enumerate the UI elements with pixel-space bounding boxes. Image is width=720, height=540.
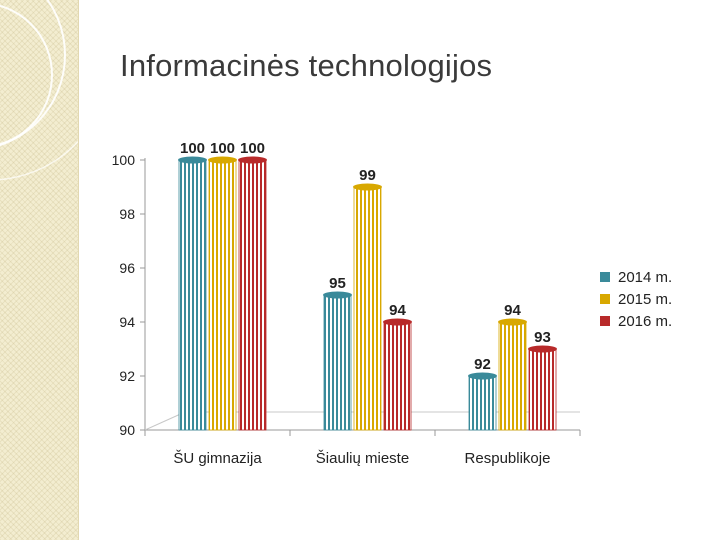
floor-edge [144,411,186,431]
y-tick-label: 92 [119,368,135,384]
bar [238,159,267,431]
slide-title: Informacinės technologijos [120,48,493,83]
bar [178,159,207,431]
bar-top [528,345,557,353]
bar [498,321,527,431]
legend-label: 2015 m. [618,290,673,308]
y-tick-label: 100 [112,152,136,168]
data-label: 99 [359,167,376,184]
bar-top [323,291,352,299]
decorative-circles [0,0,78,181]
decorative-side-band [0,0,79,540]
x-tick-label: Respublikoje [465,450,551,467]
bar-top [178,156,207,164]
chart-legend: 2014 m. 2015 m. 2016 m. [600,266,672,332]
data-label: 100 [240,140,265,157]
data-label: 100 [210,140,235,157]
bar [528,348,557,431]
y-tick-label: 94 [119,314,135,330]
bar-top [383,318,412,326]
legend-label: 2016 m. [618,312,673,330]
x-tick-label: ŠU gimnazija [173,450,262,467]
data-label: 94 [504,302,521,319]
bar-top [498,318,527,326]
data-label: 93 [534,329,551,346]
y-tick-label: 96 [119,260,135,276]
legend-swatch [600,272,610,282]
data-label: 95 [329,275,346,292]
y-tick-label: 90 [119,422,135,438]
y-tick-label: 98 [119,206,135,222]
bar-top [468,372,497,380]
legend-swatch [600,316,610,326]
x-tick-label: Šiaulių mieste [316,450,409,467]
bar-top [208,156,237,164]
data-label: 92 [474,356,491,373]
legend-item: 2016 m. [600,310,672,332]
data-label: 94 [389,302,406,319]
bar [323,294,352,431]
bar [208,159,237,431]
data-label: 100 [180,140,205,157]
legend-item: 2015 m. [600,288,672,310]
legend-label: 2014 m. [618,268,673,286]
bar [468,375,497,431]
bar-top [353,183,382,191]
bar [383,321,412,431]
legend-swatch [600,294,610,304]
legend-item: 2014 m. [600,266,672,288]
bar [353,186,382,431]
bar-top [238,156,267,164]
